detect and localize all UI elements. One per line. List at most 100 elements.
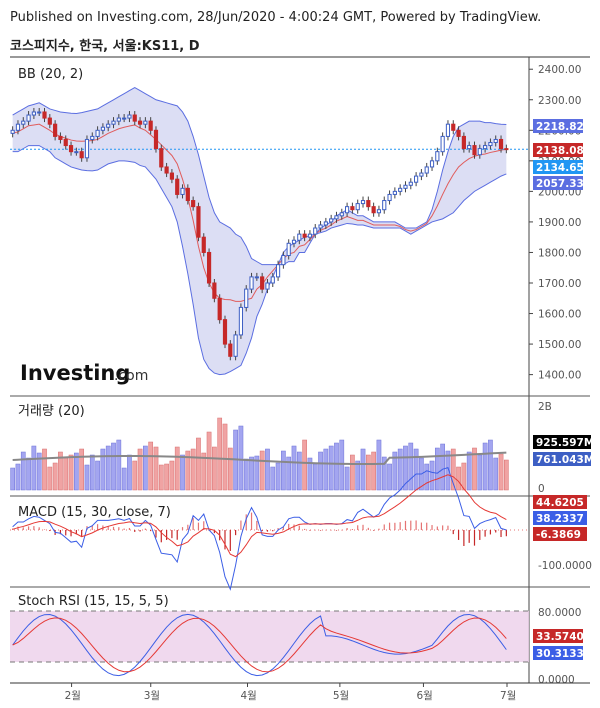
macd-histogram-bar [489, 530, 492, 535]
bb-upper-label: 2218.82 [533, 119, 584, 133]
macd-histogram-bar [235, 530, 237, 536]
volume-bar [249, 456, 254, 491]
macd-histogram-bar [112, 526, 115, 530]
volume-bar [456, 466, 461, 491]
volume-bar [355, 460, 361, 491]
macd-histogram-bar [229, 530, 231, 551]
volume-bar [424, 463, 430, 491]
svg-text:38.2337: 38.2337 [536, 513, 584, 525]
month-tick-label: 3월 [144, 690, 160, 702]
svg-text:44.6205: 44.6205 [536, 497, 584, 509]
candle-body [201, 236, 206, 253]
svg-text:925.597M: 925.597M [536, 437, 594, 449]
volume-bar [74, 452, 79, 491]
macd-histogram-bar [415, 520, 417, 530]
macd-histogram-bar [431, 525, 433, 530]
macd-histogram-bar [49, 530, 51, 532]
volume-bar [206, 431, 212, 491]
volume-bars [10, 417, 509, 491]
volume-bar [286, 456, 292, 491]
macd-histogram-bar [282, 526, 284, 530]
candle-body [451, 123, 456, 131]
stoch-d-line [12, 617, 507, 673]
macd-histogram-bar [330, 529, 332, 531]
volume-ma-label: 925.597M [533, 435, 594, 449]
volume-bar [68, 454, 74, 491]
volume-bar [158, 464, 164, 491]
month-tick-label: 4월 [241, 690, 257, 702]
candle-body [31, 111, 36, 116]
candle-body [355, 203, 360, 211]
macd-line [12, 466, 507, 591]
candle-body [297, 233, 302, 241]
volume-bar [116, 439, 122, 491]
volume-bar [100, 448, 106, 491]
volume-tick-2b: 2B [538, 401, 552, 413]
volume-last-label: 761.043M [533, 452, 594, 466]
candle-body [122, 117, 127, 120]
volume-bar [10, 467, 15, 491]
volume-bar [296, 451, 302, 491]
volume-bar [20, 451, 26, 491]
candle-body [53, 123, 58, 137]
volume-bar [185, 450, 191, 491]
candle-body [206, 251, 212, 284]
investing-logo: Investing .com [20, 361, 148, 385]
candle-body [419, 172, 424, 177]
volume-bar [445, 450, 451, 491]
macd-histogram-bar [181, 527, 184, 530]
candle-body [477, 148, 482, 156]
price-tick-label: 1400.00 [538, 370, 581, 382]
candle-body [318, 224, 323, 229]
macd-histogram-bar [203, 521, 205, 530]
macd-histogram-bar [250, 512, 253, 530]
macd-histogram-bar [192, 517, 194, 530]
volume-bar [36, 452, 42, 491]
macd-histogram-bar [123, 528, 125, 530]
macd-histogram-bar [272, 530, 274, 532]
candle-body [137, 120, 143, 125]
macd-histogram-bar [304, 528, 306, 530]
macd-histogram-bar [171, 530, 173, 539]
volume-bar [376, 439, 382, 491]
macd-histogram-bar [65, 530, 67, 536]
candle-body [440, 135, 445, 153]
bb-middle-line [12, 123, 507, 302]
volume-bar [403, 445, 408, 491]
candle-body [275, 264, 281, 278]
macd-histogram-bar [436, 526, 438, 530]
macd-histogram-bar [495, 530, 497, 533]
volume-panel-title: 거래량 (20) [18, 404, 85, 419]
candle-body [63, 138, 68, 147]
volume-bar [180, 454, 185, 491]
volume-bar [89, 454, 95, 491]
candle-body [483, 145, 488, 150]
volume-bar [127, 454, 132, 491]
macd-histogram-bar [420, 522, 423, 530]
volume-bar [344, 466, 350, 491]
macd-histogram-bar [240, 520, 242, 530]
macd-histogram-label: -6.3869 [533, 527, 587, 541]
candle-body [445, 123, 451, 137]
macd-histogram-bar [442, 525, 444, 530]
volume-bar [105, 445, 111, 491]
volume-bar [461, 462, 467, 491]
macd-histogram-bar [346, 527, 348, 530]
volume-bar [334, 442, 339, 491]
volume-bar [477, 454, 483, 491]
volume-ma-line [12, 451, 507, 466]
volume-bar [238, 425, 244, 491]
price-tick-label: 1600.00 [538, 309, 581, 321]
macd-histogram-bar [373, 530, 375, 531]
macd-histogram-bar [160, 530, 162, 543]
volume-bar [227, 447, 233, 491]
candle-body [217, 297, 222, 321]
macd-histogram-bar [394, 522, 396, 530]
candle-body [270, 276, 275, 284]
candles [10, 107, 509, 361]
candle-body [291, 239, 297, 244]
stoch-d-label: 33.5740 [533, 629, 584, 643]
svg-text:33.5740: 33.5740 [536, 631, 584, 643]
candle-body [350, 206, 355, 211]
